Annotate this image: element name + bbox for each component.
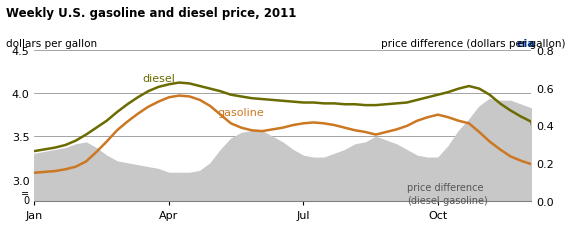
Text: diesel: diesel: [142, 74, 175, 83]
Text: price difference (dollars per gallon): price difference (dollars per gallon): [381, 39, 565, 49]
Text: Weekly U.S. gasoline and diesel price, 2011: Weekly U.S. gasoline and diesel price, 2…: [6, 7, 296, 20]
Text: =: =: [21, 188, 29, 198]
Text: 0: 0: [23, 195, 29, 205]
Text: eia: eia: [517, 39, 535, 49]
Text: price difference
(diesel-gasoline): price difference (diesel-gasoline): [407, 183, 488, 205]
Text: gasoline: gasoline: [218, 107, 264, 117]
Text: dollars per gallon: dollars per gallon: [6, 39, 97, 49]
